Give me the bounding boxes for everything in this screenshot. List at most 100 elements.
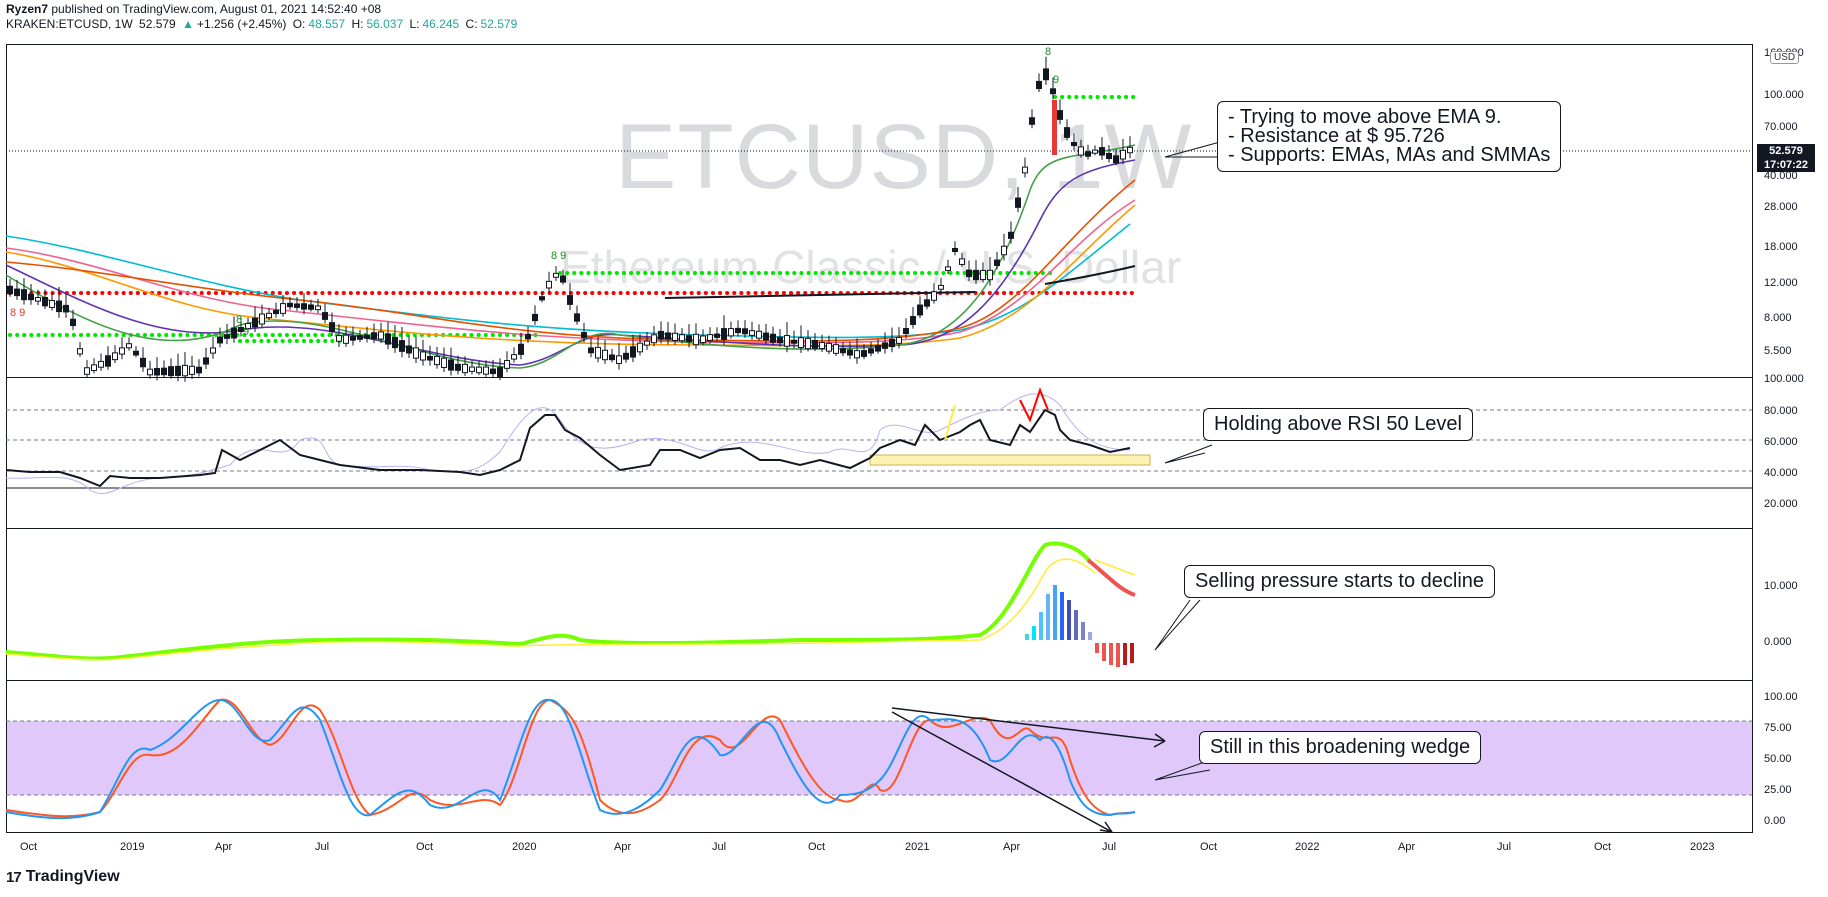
rsi-tick-1: 80.000 bbox=[1764, 405, 1798, 417]
candle-body bbox=[98, 360, 104, 368]
candle-body bbox=[1015, 197, 1021, 208]
candle-body bbox=[231, 327, 237, 339]
stochastic-indicator: 100.00 75.00 50.00 25.00 0.00 bbox=[5, 691, 1798, 833]
open-value: 48.557 bbox=[308, 17, 346, 31]
momentum-bar bbox=[1067, 600, 1071, 640]
author[interactable]: Ryzen7 bbox=[6, 2, 49, 16]
candle-body bbox=[280, 303, 286, 314]
candle-body bbox=[287, 302, 293, 308]
annotation-pointers bbox=[1154, 141, 1221, 781]
price-annotation[interactable]: - Trying to move above EMA 9. - Resistan… bbox=[1217, 101, 1562, 172]
time-tick-9: 2021 bbox=[905, 841, 929, 853]
candle-body bbox=[245, 322, 251, 330]
candle-body bbox=[714, 333, 720, 338]
candle-body bbox=[1029, 117, 1035, 125]
currency-badge[interactable]: USD bbox=[1770, 51, 1800, 64]
macd-tick-0: 10.000 bbox=[1764, 580, 1798, 592]
rsi-annotation[interactable]: Holding above RSI 50 Level bbox=[1203, 408, 1473, 441]
candle-body bbox=[728, 328, 734, 337]
candle-body bbox=[784, 335, 790, 347]
candle-body bbox=[126, 343, 132, 349]
candle-body bbox=[252, 317, 258, 328]
candle-body bbox=[749, 330, 755, 336]
candle-body bbox=[875, 344, 881, 352]
candle-body bbox=[798, 337, 804, 349]
stoch-tick-4: 0.00 bbox=[1764, 815, 1785, 827]
rsi-tick-3: 40.000 bbox=[1764, 467, 1798, 479]
rsi-pane[interactable] bbox=[6, 377, 1753, 529]
candle-body bbox=[350, 336, 356, 341]
stoch-tick-1: 75.00 bbox=[1764, 722, 1792, 734]
tradingview-brand[interactable]: 17 TradingView bbox=[6, 868, 120, 886]
moving-averages bbox=[5, 144, 1136, 369]
candle-body bbox=[1036, 80, 1042, 90]
momentum-annotation[interactable]: Selling pressure starts to decline bbox=[1184, 565, 1496, 598]
candle-body bbox=[777, 336, 783, 344]
candle-body bbox=[224, 334, 230, 339]
candle-body bbox=[91, 364, 97, 372]
td-label-1: 9 bbox=[1053, 74, 1059, 86]
candle-body bbox=[1071, 141, 1077, 147]
time-tick-6: Apr bbox=[614, 841, 631, 853]
candle-body bbox=[658, 330, 664, 340]
price-tick-8: 5.500 bbox=[1764, 345, 1792, 357]
stoch-annotation[interactable]: Still in this broadening wedge bbox=[1199, 731, 1482, 764]
candle-body bbox=[805, 337, 811, 350]
candle-body bbox=[1106, 152, 1112, 160]
candle-body bbox=[693, 333, 699, 346]
time-tick-4: Oct bbox=[416, 841, 433, 853]
candle-body bbox=[560, 275, 566, 283]
candle-body bbox=[833, 344, 839, 354]
candle-body bbox=[455, 363, 461, 371]
time-tick-16: Oct bbox=[1594, 841, 1611, 853]
candle-body bbox=[840, 348, 846, 354]
candle-body bbox=[105, 355, 111, 367]
brand-name: TradingView bbox=[25, 868, 120, 885]
candle-body bbox=[483, 366, 489, 375]
candle-body bbox=[644, 340, 650, 346]
candle-body bbox=[889, 338, 895, 348]
candle-body bbox=[322, 312, 328, 320]
candle-body bbox=[1050, 88, 1056, 95]
candle-body bbox=[637, 342, 643, 353]
candle-body bbox=[994, 259, 1000, 266]
candle-body bbox=[679, 334, 685, 342]
candle-body bbox=[966, 269, 972, 278]
published-text: published on TradingView.com, August 01,… bbox=[51, 2, 382, 16]
candle-body bbox=[77, 348, 83, 355]
time-axis: Oct 2019 Apr Jul Oct 2020 Apr Jul Oct 20… bbox=[20, 841, 1714, 853]
low-label: L: bbox=[409, 17, 420, 31]
change-arrow-icon: ▲ bbox=[182, 17, 194, 31]
candle-body bbox=[308, 304, 314, 310]
candle-body bbox=[1078, 146, 1084, 156]
td-label-3: 8 bbox=[236, 314, 242, 326]
stoch-band bbox=[7, 721, 1752, 795]
close-value: 52.579 bbox=[480, 17, 518, 31]
candle-body bbox=[581, 332, 587, 338]
candle-body bbox=[189, 365, 195, 375]
rsi-indicator: 100.000 80.000 60.000 40.000 20.000 bbox=[5, 373, 1804, 510]
candle-body bbox=[217, 336, 223, 344]
candle-body bbox=[266, 312, 272, 319]
high-label: H: bbox=[351, 17, 364, 31]
candle-body bbox=[1022, 166, 1028, 174]
price-tick-2: 70.000 bbox=[1764, 121, 1798, 133]
candle-body bbox=[329, 322, 335, 333]
candle-body bbox=[469, 366, 475, 372]
candle-body bbox=[574, 313, 580, 322]
candle-body bbox=[938, 284, 944, 290]
candle-body bbox=[1043, 68, 1049, 81]
macd-pane[interactable] bbox=[6, 528, 1753, 681]
price-tick-7: 8.000 bbox=[1764, 312, 1792, 324]
candle-body bbox=[651, 334, 657, 344]
time-tick-1: 2019 bbox=[120, 841, 144, 853]
momentum-indicator: 10.000 0.000 bbox=[5, 541, 1798, 667]
candle-body bbox=[959, 258, 965, 265]
last-price: 52.579 bbox=[139, 17, 176, 31]
candle-body bbox=[931, 291, 937, 301]
momentum-bar bbox=[1102, 643, 1106, 661]
candle-body bbox=[448, 359, 454, 371]
td-label-4: 9 bbox=[243, 326, 249, 338]
candle-body bbox=[7, 285, 13, 295]
